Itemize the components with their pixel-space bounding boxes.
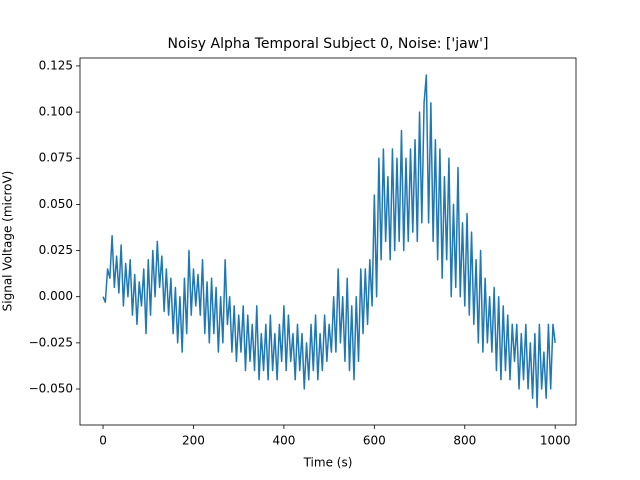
x-tick-label: 600 (363, 434, 386, 448)
y-tick-label: 0.025 (39, 243, 73, 257)
x-axis-label: Time (s) (303, 456, 353, 470)
y-tick-label: −0.025 (29, 335, 73, 349)
y-tick-label: 0.050 (39, 197, 73, 211)
chart-title: Noisy Alpha Temporal Subject 0, Noise: [… (168, 36, 489, 52)
y-axis-label: Signal Voltage (microV) (1, 171, 15, 312)
x-tick-label: 800 (453, 434, 476, 448)
data-line (102, 74, 556, 409)
x-tick-label: 200 (182, 434, 205, 448)
y-tick-label: 0.100 (39, 105, 73, 119)
x-tick-label: 1000 (540, 434, 571, 448)
y-tick-label: −0.050 (29, 382, 73, 396)
y-tick-label: 0.000 (39, 289, 73, 303)
y-tick-label: 0.075 (39, 151, 73, 165)
plot-frame (79, 57, 577, 426)
x-tick-label: 0 (99, 434, 107, 448)
x-tick-label: 400 (272, 434, 295, 448)
y-tick-label: 0.125 (39, 58, 73, 72)
